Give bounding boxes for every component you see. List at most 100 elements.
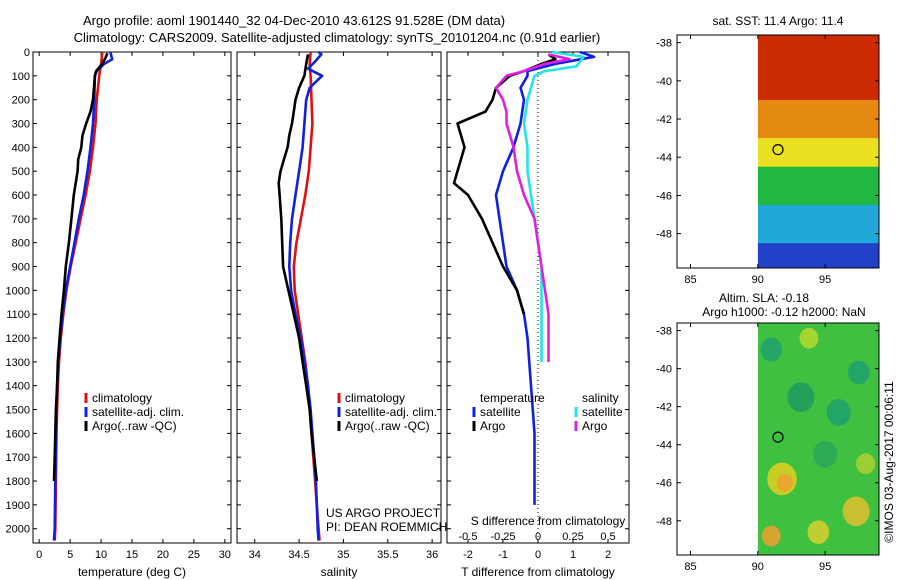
g-sla-profile-marker xyxy=(772,431,784,443)
sst-map-title: sat. SST: 11.4 Argo: 11.4 xyxy=(713,14,844,28)
project-line-1: US ARGO PROJECT xyxy=(326,506,441,520)
g-sst-ytick-label: -44 xyxy=(656,152,672,164)
salinity-frame xyxy=(236,51,442,544)
depth-tick-label: 1900 xyxy=(6,500,30,512)
depth-tick-label: 600 xyxy=(12,190,30,202)
salinity-xtick-label: 34.5 xyxy=(288,549,309,561)
temperature-xtick-label: 25 xyxy=(188,549,200,561)
g-sla-ytick-label: -44 xyxy=(656,440,672,452)
s-diff-tick-label: 0.25 xyxy=(562,531,583,543)
g-sla-blob xyxy=(826,399,851,426)
s-diff-tick-label: 0.5 xyxy=(600,531,615,543)
series-line-argo-raw-qc- xyxy=(52,52,109,482)
depth-tick-label: 1700 xyxy=(6,452,30,464)
depth-tick-label: 1600 xyxy=(6,428,30,440)
g-sla-blob xyxy=(848,360,870,385)
legend-label: satellite xyxy=(480,405,521,419)
difference-s-xlabel: S difference from climatology xyxy=(471,514,626,528)
g-sst-frame xyxy=(676,34,880,269)
g-sla-blob xyxy=(807,520,830,545)
difference-xtick-label: -2 xyxy=(463,549,473,561)
depth-tick-label: 300 xyxy=(12,119,30,131)
temperature-xlabel: temperature (deg C) xyxy=(78,565,186,579)
g-sla-xtick-label: 90 xyxy=(752,561,764,573)
g-sla-xtick-label: 95 xyxy=(819,561,831,573)
g-sst-band xyxy=(757,99,879,139)
salinity-xtick-label: 35 xyxy=(337,549,349,561)
legend-label: Argo(..raw -QC) xyxy=(345,419,430,433)
g-sla-frame xyxy=(676,322,880,556)
salinity-panel: 34 34.5 35 35.5 36 salinity climatologysatelli… xyxy=(236,51,442,579)
legend-label: Argo(..raw -QC) xyxy=(92,419,177,433)
depth-tick-label: 2000 xyxy=(6,524,30,536)
s-diff-tick-label: -0.25 xyxy=(490,531,515,543)
g-sla-ytick-label: -38 xyxy=(656,326,672,338)
g-sst-xtick-label: 85 xyxy=(684,274,696,286)
footer-stamp: ©IMOS 03-Aug-2017 00:06:11 xyxy=(882,381,896,543)
temperature-xtick-label: 15 xyxy=(126,549,138,561)
depth-tick-label: 1400 xyxy=(6,381,30,393)
depth-tick-label: 1800 xyxy=(6,476,30,488)
sla-map-title-2: Argo h1000: -0.12 h2000: NaN xyxy=(702,305,865,319)
legend-title-salinity: salinity xyxy=(582,391,619,405)
legend-label: satellite-adj. clim. xyxy=(92,405,184,419)
legend-label: Argo xyxy=(582,419,608,433)
temperature-panel: 0100200300400500600700800900100011001200… xyxy=(6,47,232,579)
legend-label: Argo xyxy=(480,419,506,433)
difference-xtick-label: 0 xyxy=(535,549,541,561)
salinity-xlabel: salinity xyxy=(321,565,358,579)
legend-label: climatology xyxy=(345,391,405,405)
temperature-xtick-label: 0 xyxy=(36,549,42,561)
g-sla-ytick-label: -40 xyxy=(656,364,672,376)
temperature-xtick-label: 20 xyxy=(157,549,169,561)
sla-map-title-1: Altim. SLA: -0.18 xyxy=(719,291,809,305)
depth-tick-label: 700 xyxy=(12,214,30,226)
legend-label: satellite-adj. clim. xyxy=(345,405,437,419)
g-sst-band xyxy=(757,204,879,244)
g-sla-blob xyxy=(842,496,870,527)
project-line-2: PI: DEAN ROEMMICH xyxy=(326,520,447,534)
title-line-2: Climatology: CARS2009. Satellite-adjuste… xyxy=(74,30,601,45)
difference-xtick-label: -1 xyxy=(498,549,508,561)
difference-xlabel: T difference from climatology xyxy=(461,565,615,579)
g-sst-ytick-label: -42 xyxy=(656,114,672,126)
g-sst-band xyxy=(757,166,879,206)
sst-map-panel: -38 -40 -42 -44 -46 -48 85 90 95 sat. SST: 11.4 A… xyxy=(656,14,880,286)
g-sst-ytick-label: -38 xyxy=(656,38,672,50)
g-sla-ytick-label: -42 xyxy=(656,402,672,414)
g-sla-blob xyxy=(776,473,793,492)
legend-title-temperature: temperature xyxy=(480,391,545,405)
salinity-xtick-label: 35.5 xyxy=(377,549,398,561)
difference-frame xyxy=(446,51,630,544)
temperature-xtick-label: 10 xyxy=(95,549,107,561)
g-sst-data xyxy=(757,35,879,268)
g-sla-ytick-label: -46 xyxy=(656,478,672,490)
depth-tick-label: 1000 xyxy=(6,285,30,297)
g-sst-ytick-label: -40 xyxy=(656,76,672,88)
g-sst-band xyxy=(757,35,879,101)
g-sst-ytick-label: -46 xyxy=(656,190,672,202)
g-sla-blob xyxy=(787,382,815,412)
g-sst-ytick-label: -48 xyxy=(656,229,672,241)
sla-map-panel: -38 -40 -42 -44 -46 -48 85 90 95 Altim. SLA: -0.1… xyxy=(656,291,880,573)
difference-xtick-label: 1 xyxy=(570,549,576,561)
series-line-s-argo xyxy=(494,53,571,362)
g-sla-ytick-label: -48 xyxy=(656,516,672,528)
depth-tick-label: 400 xyxy=(12,142,30,154)
depth-tick-label: 100 xyxy=(12,71,30,83)
g-sla-blob xyxy=(760,337,783,362)
series-line-s-satellite xyxy=(522,50,585,362)
g-sla-blob xyxy=(761,525,781,547)
temperature-xtick-label: 5 xyxy=(67,549,73,561)
g-sst-band xyxy=(757,138,879,168)
g-sla-xtick-label: 85 xyxy=(684,561,696,573)
depth-tick-label: 200 xyxy=(12,95,30,107)
depth-tick-label: 0 xyxy=(24,47,30,59)
title-line-1: Argo profile: aoml 1901440_32 04-Dec-201… xyxy=(83,13,505,28)
s-diff-tick-label: -0.5 xyxy=(459,531,478,543)
series-line-argo-raw-qc- xyxy=(277,54,319,482)
depth-tick-label: 1100 xyxy=(6,309,30,321)
legend-label: climatology xyxy=(92,391,152,405)
difference-xtick-label: 2 xyxy=(605,549,611,561)
